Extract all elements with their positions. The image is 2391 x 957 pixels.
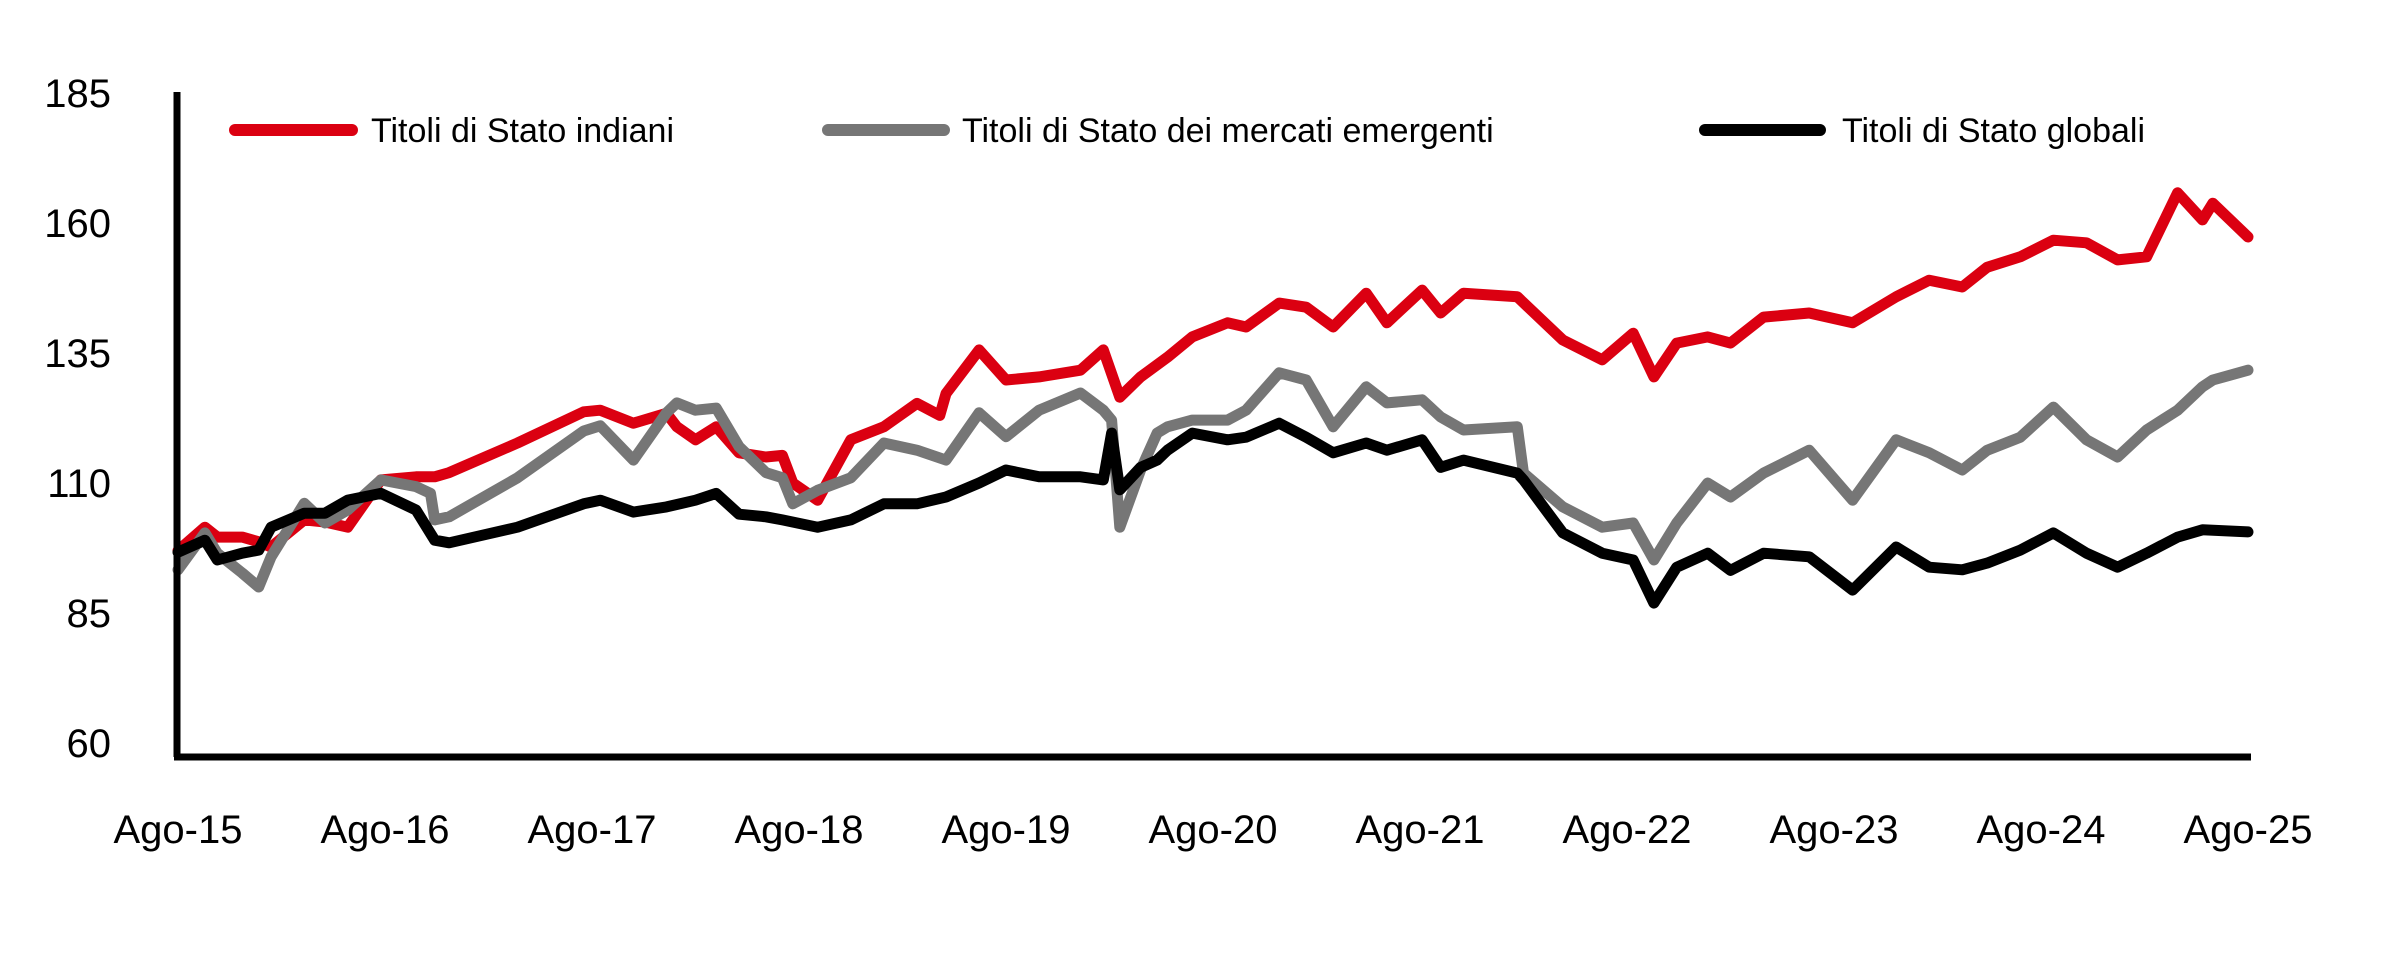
x-axis-ticks: Ago-15 Ago-16 Ago-17 Ago-18 Ago-19 Ago-2… bbox=[114, 808, 2313, 852]
y-tick-label: 60 bbox=[67, 722, 112, 766]
legend-item-indian-bonds: Titoli di Stato indiani bbox=[229, 112, 674, 150]
x-tick-label: Ago-16 bbox=[321, 808, 450, 852]
legend-label: Titoli di Stato globali bbox=[1842, 112, 2145, 150]
x-tick-label: Ago-15 bbox=[114, 808, 243, 852]
x-tick-label: Ago-20 bbox=[1149, 808, 1278, 852]
x-tick-label: Ago-25 bbox=[2184, 808, 2313, 852]
legend-item-global-bonds: Titoli di Stato globali bbox=[1699, 112, 2145, 150]
x-tick-label: Ago-17 bbox=[528, 808, 657, 852]
x-tick-label: Ago-22 bbox=[1563, 808, 1692, 852]
y-tick-label: 110 bbox=[47, 462, 111, 506]
legend-label: Titoli di Stato dei mercati emergenti bbox=[962, 112, 1494, 150]
y-tick-label: 160 bbox=[44, 202, 111, 246]
x-tick-label: Ago-18 bbox=[735, 808, 864, 852]
legend-label: Titoli di Stato indiani bbox=[371, 112, 674, 150]
y-tick-label: 185 bbox=[44, 72, 111, 116]
legend-item-em-bonds: Titoli di Stato dei mercati emergenti bbox=[822, 112, 1494, 150]
y-tick-label: 85 bbox=[67, 592, 112, 636]
series-line-global-bonds bbox=[172, 417, 2254, 609]
x-tick-label: Ago-23 bbox=[1770, 808, 1899, 852]
series-line-em-bonds bbox=[172, 364, 2254, 593]
x-tick-label: Ago-24 bbox=[1977, 808, 2106, 852]
x-tick-label: Ago-19 bbox=[942, 808, 1071, 852]
x-tick-label: Ago-21 bbox=[1356, 808, 1485, 852]
y-tick-label: 135 bbox=[44, 332, 111, 376]
y-axis-ticks: 60 85 110 135 160 185 bbox=[44, 72, 111, 766]
legend: Titoli di Stato indiani Titoli di Stato … bbox=[229, 112, 2145, 150]
series-line-indian-bonds bbox=[172, 187, 2254, 557]
series-layer bbox=[172, 187, 2254, 609]
